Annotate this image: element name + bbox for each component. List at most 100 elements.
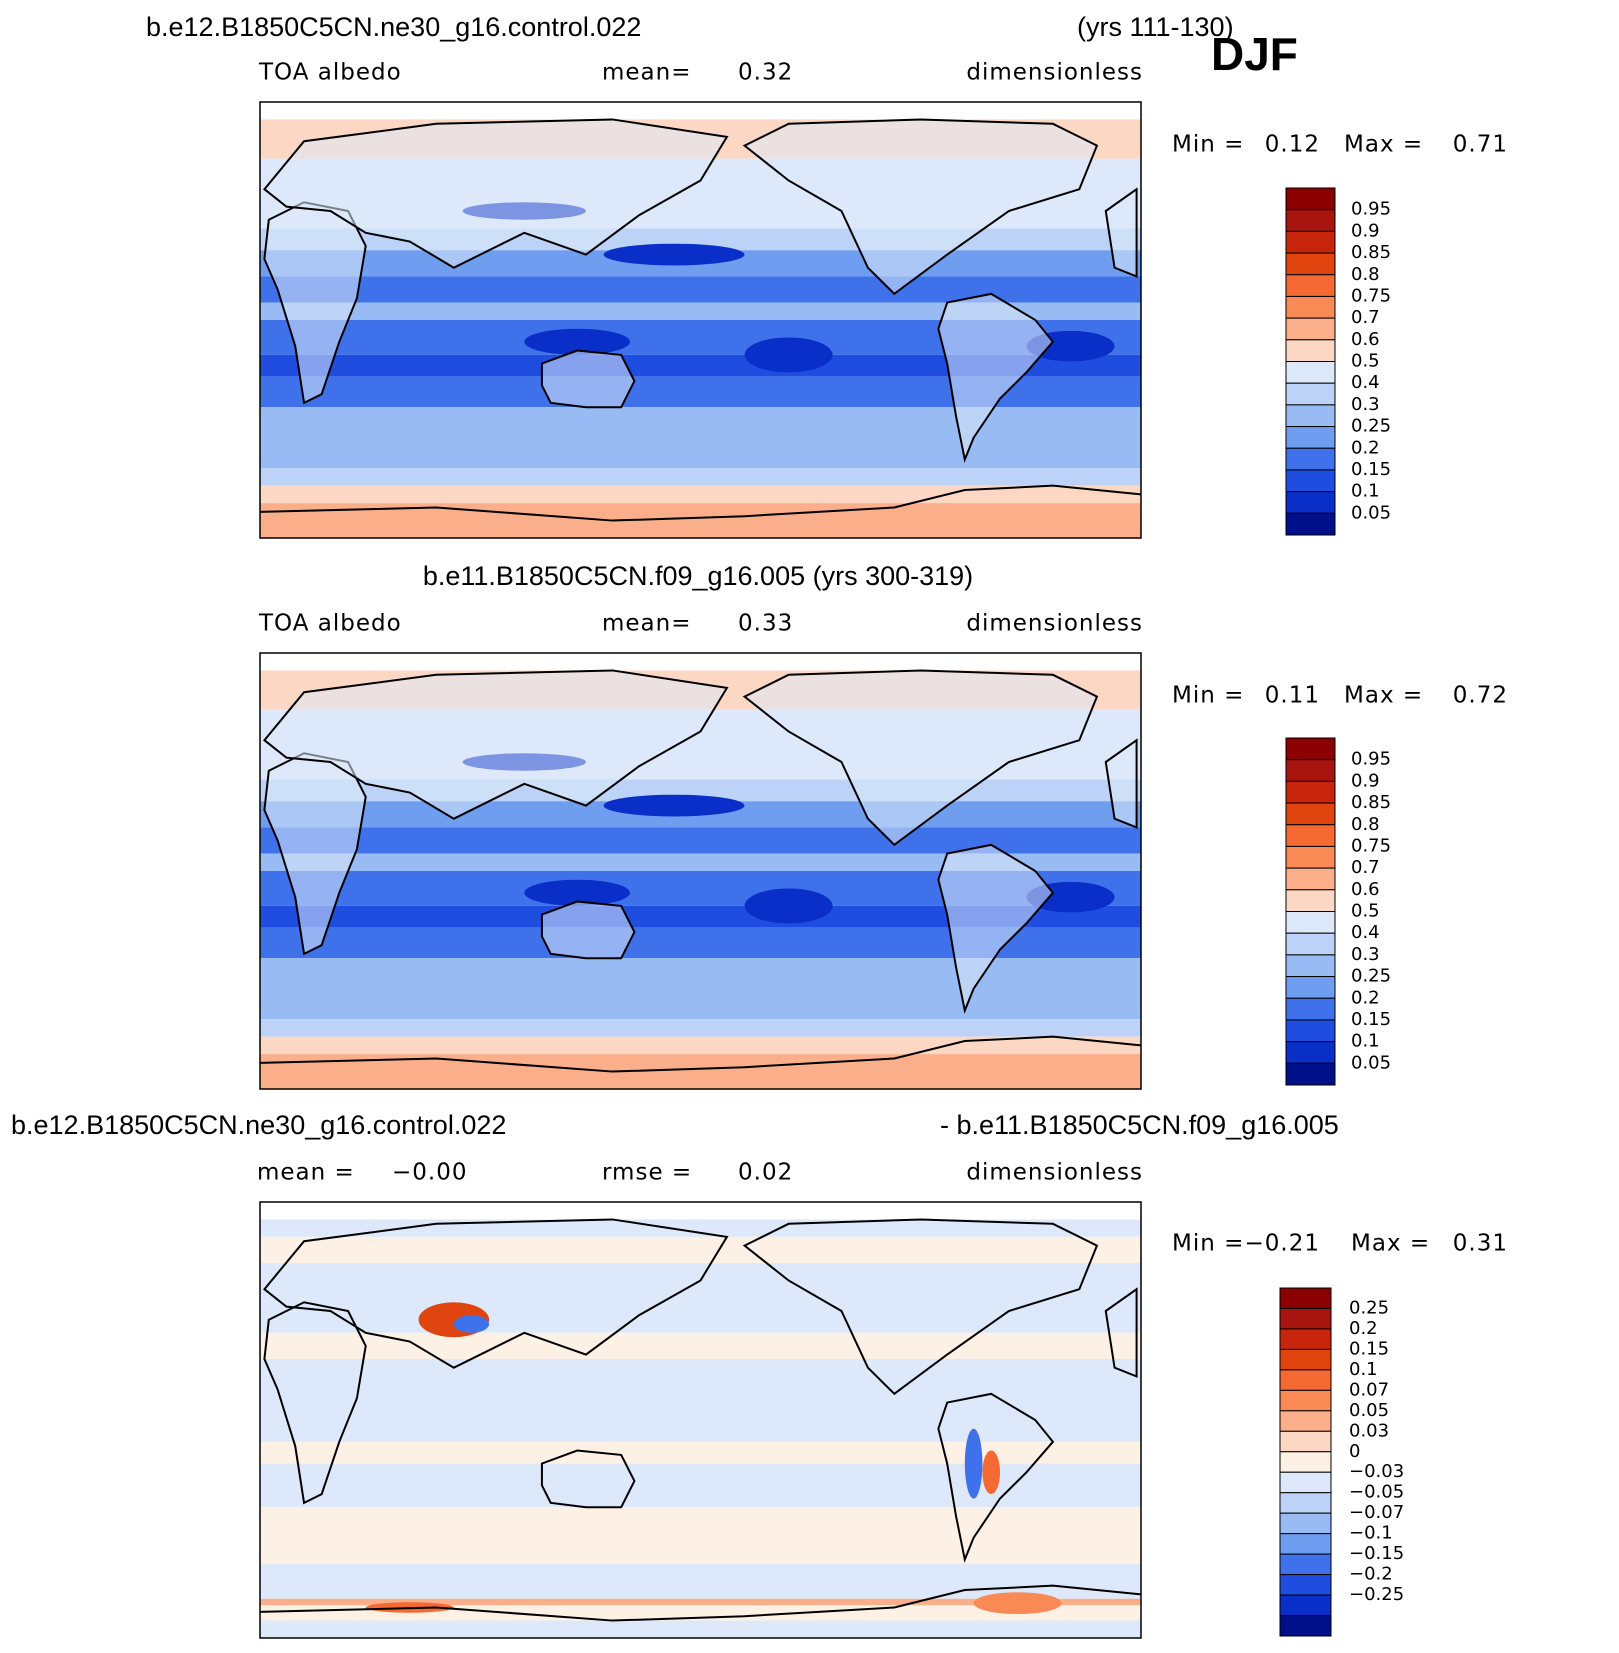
colorbar-box (1279, 1389, 1332, 1412)
coastline (1104, 738, 1138, 829)
stat-value: −0.00 (392, 1160, 467, 1186)
colorbar-box (1285, 339, 1336, 362)
figure-title: b.e12.B1850C5CN.ne30_g16.control.022 (146, 12, 641, 42)
coastline (262, 1218, 729, 1369)
colorbar-label: 0.2 (1351, 437, 1380, 458)
map-band (260, 1563, 1141, 1599)
variable-label: TOA albedo (258, 611, 402, 637)
units: dimensionless (966, 60, 1143, 86)
colorbar-box (1285, 469, 1336, 493)
colorbar-box (1285, 252, 1336, 276)
colorbar-label: 0.1 (1351, 481, 1380, 502)
panel-title: b.e12.B1850C5CN.ne30_g16.control.022 (11, 1110, 506, 1140)
colorbar-label: 0.03 (1349, 1420, 1389, 1441)
colorbar-box (1285, 911, 1336, 934)
min-label: Min = (1172, 683, 1244, 709)
colorbar-box (1285, 512, 1336, 536)
coastline (540, 349, 636, 409)
colorbar-box (1285, 867, 1336, 891)
colorbar-label: 0.6 (1351, 329, 1380, 350)
map-blob (524, 879, 631, 906)
map-band (260, 1358, 1141, 1442)
colorbar-box (1285, 274, 1336, 297)
colorbar-box (1285, 802, 1336, 826)
colorbar-label: 0.15 (1351, 1009, 1391, 1030)
colorbar-label: 0.15 (1351, 459, 1391, 480)
map (259, 1202, 1142, 1638)
min-value: −0.21 (1245, 1231, 1320, 1257)
map-band (260, 407, 1141, 469)
season: DJF (1211, 28, 1298, 80)
stat-label: mean= (602, 60, 692, 86)
colorbar-box (1279, 1328, 1332, 1350)
map-band (260, 1263, 1141, 1333)
map-band (260, 102, 1141, 120)
colorbar-label: −0.07 (1349, 1502, 1404, 1523)
colorbar-label: 0.1 (1349, 1359, 1378, 1380)
colorbar-box (1285, 889, 1336, 912)
panel-title: b.e11.B1850C5CN.f09_g16.005 (yrs 300-319… (423, 561, 973, 591)
map-band (260, 653, 1141, 671)
colorbar-box (1285, 382, 1336, 406)
colorbar-label: 0.3 (1351, 394, 1380, 415)
colorbar-box (1285, 932, 1336, 956)
map-band (260, 1605, 1141, 1621)
colorbar-box (1285, 759, 1336, 782)
map-blob (744, 888, 833, 924)
max-value: 0.72 (1453, 683, 1508, 709)
colorbar-box (1285, 491, 1336, 514)
max-label: Max = (1344, 683, 1423, 709)
map-band (260, 853, 1141, 871)
colorbar-label: 0.85 (1351, 792, 1391, 813)
map-band (260, 276, 1141, 303)
colorbar-label: 0.4 (1351, 372, 1380, 393)
map-band (260, 468, 1141, 486)
map-band (260, 1598, 1141, 1606)
map-blob (524, 328, 631, 355)
colorbar-box (1279, 1594, 1332, 1617)
colorbar-box (1279, 1512, 1332, 1535)
stat-value: 0.33 (738, 611, 793, 637)
min-value: 0.11 (1265, 683, 1320, 709)
colorbar-label: 0.95 (1351, 199, 1391, 220)
colorbar-box (1285, 780, 1336, 804)
map-band (260, 905, 1141, 928)
colorbar-label: 0 (1349, 1441, 1360, 1462)
colorbar-label: −0.15 (1349, 1543, 1404, 1564)
colorbar-box (1285, 845, 1336, 869)
min-value: 0.12 (1265, 132, 1320, 158)
map-band (260, 302, 1141, 320)
colorbar-box (1285, 1062, 1336, 1086)
coastline (937, 843, 1055, 1014)
units: dimensionless (966, 611, 1143, 637)
colorbar-label: 0.7 (1351, 857, 1380, 878)
map-frame (259, 652, 1142, 1090)
coastline (262, 118, 729, 269)
coastline (540, 1449, 636, 1509)
colorbar-label: 0.85 (1351, 242, 1391, 263)
map-band (260, 1219, 1141, 1237)
map-band (260, 354, 1141, 377)
colorbar-box (1279, 1492, 1332, 1514)
colorbar-box (1285, 209, 1336, 232)
map-blob (982, 1450, 1001, 1495)
min-label: Min = (1172, 1231, 1244, 1257)
colorbar-box (1279, 1410, 1332, 1432)
colorbar-box (1279, 1287, 1332, 1309)
colorbar-box (1279, 1307, 1332, 1330)
colorbar-label: 0.25 (1349, 1297, 1389, 1318)
colorbar-box (1279, 1348, 1332, 1371)
coastline (262, 669, 729, 820)
map-band (260, 1202, 1141, 1220)
colorbar-label: 0.5 (1351, 351, 1380, 372)
stat-value: 0.02 (738, 1160, 793, 1186)
colorbar-label: −0.03 (1349, 1461, 1404, 1482)
map-band (260, 1620, 1141, 1638)
colorbar-box (1285, 317, 1336, 341)
map-blob (603, 243, 745, 266)
colorbar-box (1279, 1615, 1332, 1637)
colorbar-label: 0.6 (1351, 879, 1380, 900)
colorbar-label: 0.07 (1349, 1379, 1389, 1400)
colorbar-label: 0.2 (1351, 987, 1380, 1008)
